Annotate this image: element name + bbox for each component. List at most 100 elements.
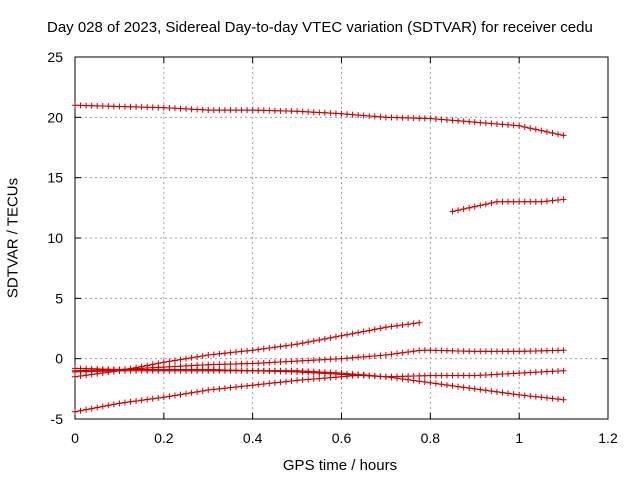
- series-group: [72, 102, 567, 415]
- data-point: [238, 360, 245, 367]
- data-point: [471, 203, 478, 210]
- data-point: [72, 408, 78, 415]
- data-point: [177, 366, 184, 373]
- chart-title: Day 028 of 2023, Sidereal Day-to-day VTE…: [47, 19, 593, 36]
- data-point: [249, 367, 256, 374]
- data-point: [432, 347, 439, 354]
- data-point: [344, 331, 351, 338]
- data-point: [493, 120, 500, 127]
- data-point: [438, 381, 445, 388]
- data-point: [160, 104, 167, 111]
- data-point: [205, 387, 212, 394]
- data-point: [149, 366, 156, 373]
- data-point: [432, 115, 439, 122]
- data-point: [399, 114, 406, 121]
- data-point: [227, 367, 234, 374]
- data-point: [416, 319, 423, 326]
- data-point: [410, 320, 417, 327]
- x-axis-label: GPS time / hours: [282, 457, 398, 474]
- data-point: [133, 366, 140, 373]
- data-point: [144, 104, 151, 111]
- data-point: [388, 374, 395, 381]
- data-point: [532, 126, 539, 133]
- data-point: [282, 367, 289, 374]
- data-point: [549, 368, 556, 375]
- data-point: [271, 379, 278, 386]
- data-point: [394, 350, 401, 357]
- data-point: [255, 381, 262, 388]
- data-point: [360, 112, 367, 119]
- data-point: [266, 367, 273, 374]
- data-point: [355, 112, 362, 119]
- data-point: [194, 353, 201, 360]
- data-point: [399, 376, 406, 383]
- data-point: [493, 388, 500, 395]
- data-point: [482, 371, 489, 378]
- data-point: [183, 390, 190, 397]
- data-point: [466, 204, 473, 211]
- data-point: [499, 389, 506, 396]
- data-point: [205, 366, 212, 373]
- data-point: [294, 358, 301, 365]
- data-point: [155, 395, 162, 402]
- data-point: [455, 117, 462, 124]
- data-point: [505, 121, 512, 128]
- data-point: [377, 352, 384, 359]
- data-point: [543, 368, 550, 375]
- data-point: [521, 348, 528, 355]
- data-point: [482, 387, 489, 394]
- data-point: [499, 371, 506, 378]
- data-point: [560, 196, 567, 203]
- data-point: [288, 358, 295, 365]
- data-point: [238, 367, 245, 374]
- data-point: [532, 347, 539, 354]
- data-point: [471, 348, 478, 355]
- data-point: [155, 366, 162, 373]
- data-point: [327, 356, 334, 363]
- data-point: [144, 366, 151, 373]
- data-point: [527, 198, 534, 205]
- data-point: [77, 102, 84, 109]
- data-point: [332, 333, 339, 340]
- data-point: [171, 392, 178, 399]
- data-point: [516, 122, 523, 129]
- data-point: [210, 366, 217, 373]
- data-point: [277, 107, 284, 114]
- data-point: [105, 103, 112, 110]
- data-point: [482, 120, 489, 127]
- data-point: [560, 347, 567, 354]
- data-point: [516, 391, 523, 398]
- data-point: [382, 324, 389, 331]
- data-point: [516, 348, 523, 355]
- data-point: [493, 348, 500, 355]
- data-point: [194, 388, 201, 395]
- data-point: [299, 340, 306, 347]
- data-point: [394, 114, 401, 121]
- data-point: [299, 357, 306, 364]
- series-sat-c: [72, 319, 423, 380]
- y-tick-label: 10: [47, 230, 63, 246]
- data-point: [199, 387, 206, 394]
- data-point: [338, 355, 345, 362]
- y-tick-label: 15: [47, 170, 63, 186]
- data-point: [321, 335, 328, 342]
- data-point: [166, 366, 173, 373]
- data-point: [505, 390, 512, 397]
- data-point: [188, 366, 195, 373]
- data-point: [532, 198, 539, 205]
- data-point: [83, 365, 90, 372]
- data-point: [549, 395, 556, 402]
- data-point: [532, 369, 539, 376]
- data-point: [199, 366, 206, 373]
- data-point: [332, 355, 339, 362]
- data-point: [77, 407, 84, 414]
- data-point: [321, 109, 328, 116]
- data-point: [560, 396, 567, 403]
- data-point: [399, 322, 406, 329]
- data-point: [394, 322, 401, 329]
- data-point: [271, 367, 278, 374]
- data-point: [133, 103, 140, 110]
- data-point: [233, 349, 240, 356]
- data-point: [116, 103, 123, 110]
- data-point: [99, 403, 106, 410]
